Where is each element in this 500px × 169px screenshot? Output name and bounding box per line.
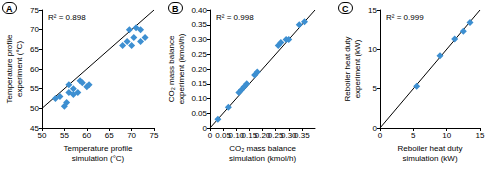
svg-text:0.25: 0.25 [267,130,284,140]
svg-text:R² = 0.998: R² = 0.998 [216,13,254,22]
svg-text:75: 75 [150,131,159,140]
svg-text:0.05: 0.05 [191,109,207,118]
svg-text:simulation (kW): simulation (kW) [402,154,457,163]
svg-text:55: 55 [30,84,39,93]
svg-text:70: 70 [30,25,39,34]
svg-text:10: 10 [368,45,377,54]
svg-text:experiment (kmol/h): experiment (kmol/h) [177,33,186,104]
svg-text:0.10: 0.10 [228,130,244,140]
svg-text:CO₂ mass balance: CO₂ mass balance [229,144,296,153]
svg-text:0: 0 [208,131,213,140]
svg-text:Reboiler heat duty: Reboiler heat duty [343,37,352,102]
svg-text:45: 45 [30,123,39,133]
svg-text:Temperature profile: Temperature profile [5,34,14,103]
svg-text:C: C [342,4,349,14]
svg-text:0.40: 0.40 [191,6,207,15]
svg-text:R² = 0.999: R² = 0.999 [386,13,424,22]
svg-text:15: 15 [476,131,485,140]
svg-text:Reboiler heat duty: Reboiler heat duty [398,144,463,153]
svg-text:0: 0 [378,131,383,140]
svg-text:0.30: 0.30 [281,130,297,140]
svg-text:0.15: 0.15 [241,130,258,140]
svg-text:60: 60 [82,131,91,140]
svg-text:0.05: 0.05 [215,130,231,140]
svg-text:75: 75 [30,6,39,15]
svg-text:50: 50 [30,104,39,113]
svg-text:0.15: 0.15 [191,79,207,88]
svg-text:0: 0 [202,123,207,133]
svg-text:65: 65 [105,131,114,140]
svg-text:10: 10 [442,131,451,140]
svg-text:A: A [6,4,13,14]
svg-text:70: 70 [127,131,136,140]
svg-text:65: 65 [30,45,39,54]
svg-text:B: B [172,4,179,14]
svg-text:0.30: 0.30 [191,35,207,44]
svg-text:60: 60 [30,65,39,74]
svg-text:15: 15 [368,6,377,15]
svg-text:5: 5 [373,84,378,93]
svg-text:55: 55 [60,131,69,140]
svg-text:5: 5 [411,131,416,140]
svg-text:0.10: 0.10 [191,94,207,103]
svg-text:simulation (kmol/h): simulation (kmol/h) [229,154,296,163]
svg-text:simulation (°C): simulation (°C) [72,154,125,163]
svg-text:Temperature profile: Temperature profile [64,144,133,153]
svg-text:experiment (kW): experiment (kW) [353,39,362,98]
svg-text:0.25: 0.25 [191,50,207,59]
svg-text:0: 0 [372,123,377,133]
svg-text:CO₂ mass balance: CO₂ mass balance [167,35,176,102]
svg-text:0.35: 0.35 [191,20,207,29]
svg-text:0.20: 0.20 [191,65,207,74]
svg-text:0.20: 0.20 [254,130,271,140]
svg-text:0.35: 0.35 [294,131,310,140]
svg-text:experiment (°C): experiment (°C) [15,41,24,97]
svg-text:R² = 0.898: R² = 0.898 [48,13,86,22]
svg-text:50: 50 [38,131,47,140]
